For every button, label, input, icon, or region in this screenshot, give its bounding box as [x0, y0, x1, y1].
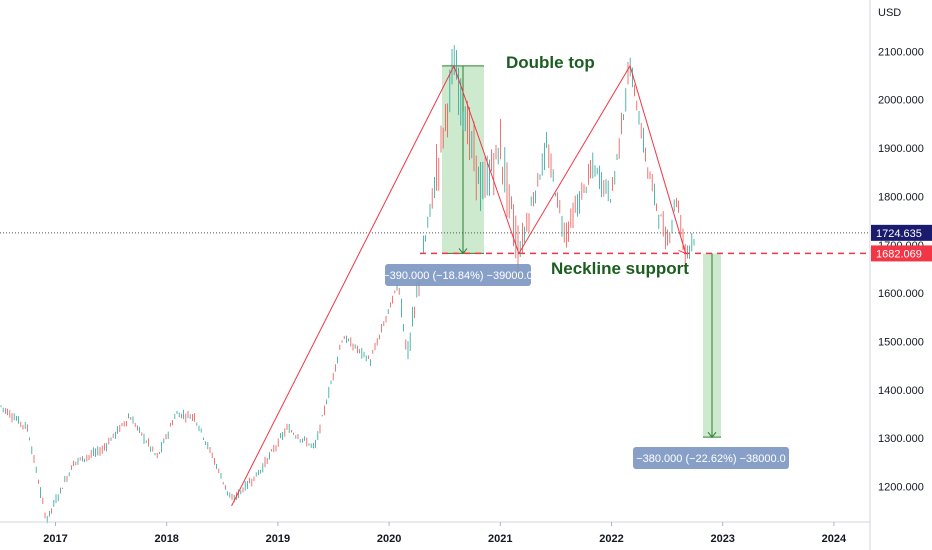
x-tick-4: 2021	[488, 533, 512, 545]
y-tick-1: 1300.000	[878, 433, 924, 445]
annotations: Double top Neckline support −390.000 (−18.…	[383, 53, 789, 469]
x-tick-1: 2018	[154, 533, 178, 545]
last-price-tag-text: 1724.635	[876, 228, 922, 240]
measure-boxes	[442, 65, 721, 438]
measure-box-2-arrowhead	[707, 431, 717, 438]
x-tick-5: 2022	[599, 533, 623, 545]
y-tick-3: 1500.000	[878, 336, 924, 348]
neckline-label: Neckline support	[551, 259, 689, 278]
last-price-tag	[871, 224, 932, 241]
x-tick-2: 2019	[266, 533, 290, 545]
neckline-price-tag	[871, 245, 932, 262]
y-tick-9: 2100.000	[878, 46, 924, 58]
x-tick-7: 2024	[822, 533, 847, 545]
y-tick-4: 1600.000	[878, 288, 924, 300]
y-tick-2: 1400.000	[878, 385, 924, 397]
measure-2-text: −380.000 (−22.62%) −38000.0	[636, 453, 786, 465]
measure-1-text: −390.000 (−18.84%) −39000.0	[383, 270, 533, 282]
pattern-lines	[231, 64, 687, 507]
y-tick-0: 1200.000	[878, 482, 924, 494]
measure-2-box	[633, 447, 789, 469]
measure-box-1-arrowhead	[458, 248, 468, 255]
x-tick-3: 2020	[377, 533, 401, 545]
y-tick-7: 1900.000	[878, 143, 924, 155]
zigzag-arrowhead	[678, 245, 687, 255]
x-tick-0: 2017	[43, 533, 67, 545]
double-top-zigzag	[231, 64, 687, 507]
double-top-label: Double top	[506, 53, 595, 72]
x-tick-6: 2023	[710, 533, 734, 545]
currency-label: USD	[878, 7, 901, 19]
candles	[0, 45, 695, 524]
y-tick-8: 2000.000	[878, 95, 924, 107]
measure-1-box	[385, 264, 531, 286]
y-tick-6: 1800.000	[878, 191, 924, 203]
neckline-price-tag-text: 1682.069	[876, 248, 922, 260]
reference-lines	[0, 232, 870, 255]
